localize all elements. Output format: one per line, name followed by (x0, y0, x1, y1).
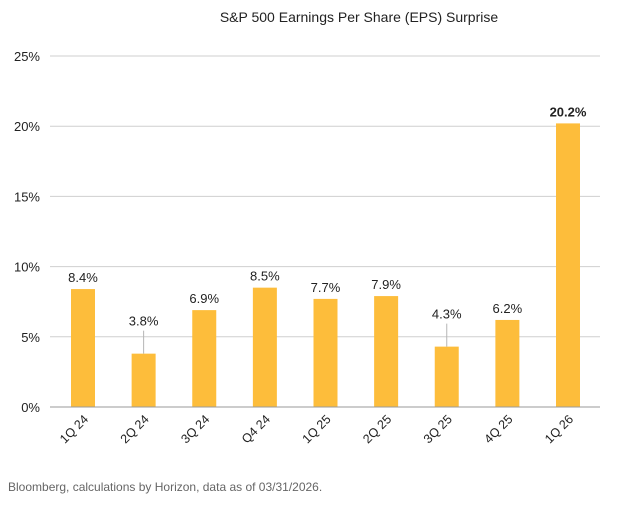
data-label: 6.9% (189, 291, 219, 306)
bar (71, 289, 95, 407)
bars (71, 123, 580, 407)
data-label: 7.9% (371, 277, 401, 292)
y-tick-label: 20% (14, 119, 40, 134)
chart-title: S&P 500 Earnings Per Share (EPS) Surpris… (220, 9, 499, 25)
y-tick-label: 15% (14, 189, 40, 204)
x-tick-label: 2Q 25 (360, 412, 394, 446)
eps-surprise-chart: S&P 500 Earnings Per Share (EPS) Surpris… (14, 9, 600, 446)
data-labels: 8.4% 3.8% 6.9% 8.5% 7.7% 7.9% 4.3% 6.2% 20.2% (68, 104, 587, 328)
data-label: 4.3% (432, 307, 462, 322)
x-tick-label: 1Q 26 (542, 412, 576, 446)
data-label: 6.2% (493, 301, 523, 316)
bar (495, 319, 520, 407)
bar (252, 287, 277, 407)
data-label: 20.2% (550, 104, 587, 119)
x-tick-label: 1Q 24 (57, 412, 91, 446)
bar (313, 298, 338, 407)
data-label: 8.4% (68, 270, 98, 285)
bar (192, 310, 217, 407)
bar (374, 296, 399, 407)
x-tick-label: 2Q 24 (118, 412, 152, 446)
bar (131, 353, 156, 407)
label-leaders (143, 323, 448, 354)
y-tick-label: 5% (21, 330, 40, 345)
bar (556, 123, 580, 407)
data-label: 7.7% (311, 280, 341, 295)
x-axis-ticks: 1Q 24 2Q 24 3Q 24 Q4 24 1Q 25 2Q 25 3Q 25 4Q 25… (57, 412, 576, 446)
x-tick-label: 3Q 24 (178, 412, 212, 446)
data-label: 3.8% (129, 314, 159, 329)
y-tick-label: 25% (14, 49, 40, 64)
x-tick-label: Q4 24 (239, 412, 273, 446)
bar (434, 346, 459, 407)
data-label: 8.5% (250, 269, 280, 284)
x-tick-label: 1Q 25 (300, 412, 334, 446)
x-tick-label: 3Q 25 (421, 412, 455, 446)
y-tick-label: 0% (21, 400, 40, 415)
y-axis-ticks: 0% 5% 10% 15% 20% 25% (14, 49, 40, 415)
y-tick-label: 10% (14, 260, 40, 275)
x-tick-label: 4Q 25 (482, 412, 516, 446)
source-note: Bloomberg, calculations by Horizon, data… (8, 480, 323, 494)
